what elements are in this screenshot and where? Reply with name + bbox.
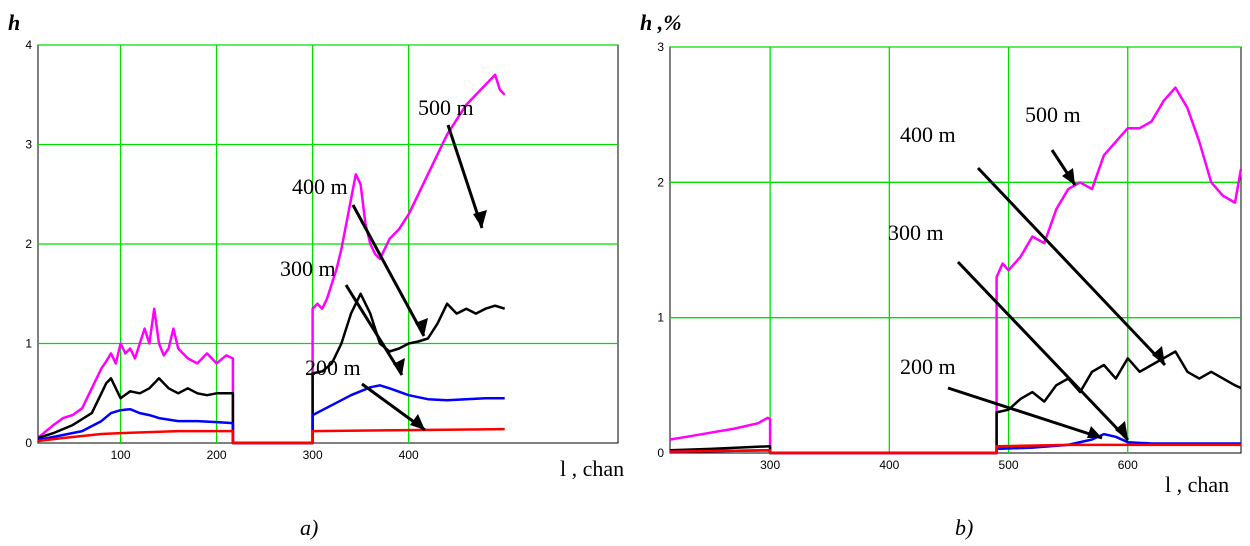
y-axis-label-a: h [8,10,20,35]
x-tick-label: 600 [1118,458,1138,472]
tick-labels-b: 300 400 500 600 0 1 2 3 [657,40,1138,472]
arrowheads-b [1062,168,1165,440]
series-line-200m [37,427,505,445]
arrow-200m-b [947,386,1103,440]
x-tick-label: 300 [760,458,780,472]
arrowheads-a [393,210,487,430]
caption-b: b) [955,515,973,540]
label-300m-b: 300 m [888,220,944,245]
y-tick-label: 2 [25,237,32,251]
label-200m-a: 200 m [305,355,361,380]
y-tick-label: 2 [657,175,664,189]
label-500m-b: 500 m [1025,102,1081,127]
x-tick-label: 300 [303,448,323,462]
lines-a [37,73,506,445]
x-axis-label-b: l , chan [1165,472,1229,497]
label-500m-a: 500 m [418,95,474,120]
lines-b [669,86,1243,455]
label-300m-a: 300 m [280,256,336,281]
y-tick-label: 1 [25,337,32,351]
label-400m-b: 400 m [900,122,956,147]
arrow-400m-b [976,166,1167,367]
plot-area-b [669,46,1242,454]
x-axis-label-a: l , chan [560,456,624,481]
y-tick-label: 0 [657,446,664,460]
caption-a: a) [300,515,318,540]
y-tick-label: 3 [657,40,664,54]
x-tick-label: 100 [111,448,131,462]
arrow-300m-b [956,260,1130,442]
label-200m-b: 200 m [900,354,956,379]
chart-panel-a: h 100 200 300 400 0 1 2 3 4 500 m 400 m 300 m 20… [8,10,624,540]
arrow-400m-a [351,204,426,337]
label-400m-a: 400 m [292,174,348,199]
series-line-500m [669,86,1243,455]
x-tick-label: 200 [207,448,227,462]
y-tick-label: 4 [25,38,32,52]
y-tick-label: 3 [25,138,32,152]
x-tick-label: 400 [879,458,899,472]
series-line-400m [669,350,1242,455]
arrow-500m-a [446,124,484,229]
arrow-300m-a [344,284,404,376]
tick-labels-a: 100 200 300 400 0 1 2 3 4 [25,38,419,462]
y-axis-label-b: h ,% [640,10,682,35]
x-tick-label: 500 [999,458,1019,472]
grid-a [38,44,618,443]
y-tick-label: 0 [25,436,32,450]
y-tick-label: 1 [657,311,664,325]
x-tick-label: 400 [399,448,419,462]
series-line-200m [669,443,1241,455]
arrows-b [947,149,1167,442]
grid-b [670,46,1241,453]
